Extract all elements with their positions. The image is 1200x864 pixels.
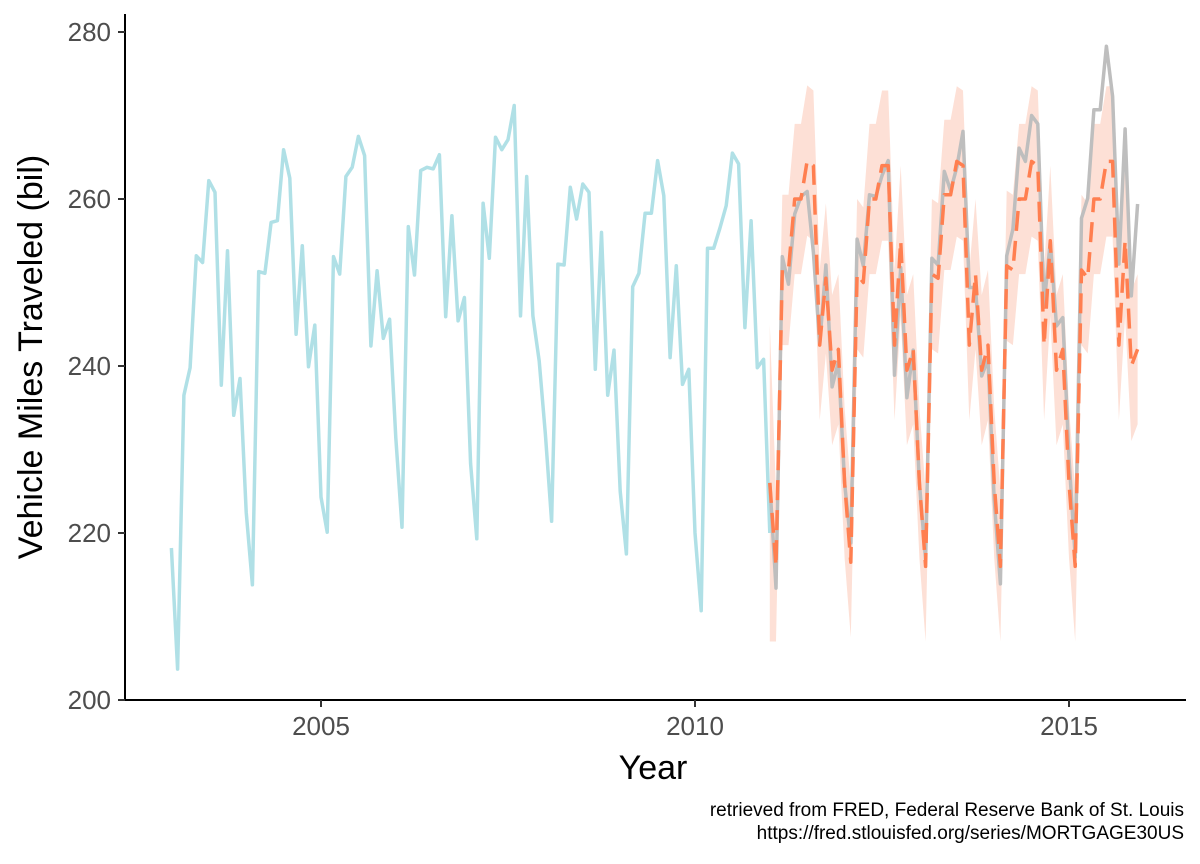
y-tick-label: 240 bbox=[68, 351, 111, 381]
y-axis-title: Vehicle Miles Traveled (bil) bbox=[12, 155, 50, 559]
y-tick-label: 200 bbox=[68, 685, 111, 715]
y-tick-label: 220 bbox=[68, 518, 111, 548]
observed-series-line bbox=[169, 103, 772, 671]
axes bbox=[124, 14, 1186, 701]
x-tick-label: 2015 bbox=[1040, 711, 1098, 741]
y-tick-label: 260 bbox=[68, 184, 111, 214]
x-axis-title: Year bbox=[619, 749, 688, 787]
x-tick-label: 2010 bbox=[666, 711, 724, 741]
forecast-interval-band bbox=[769, 85, 1138, 642]
forecast-series-line bbox=[768, 158, 1140, 569]
ticks: 200 220 240 260 280 2005 2010 2015 bbox=[68, 17, 1098, 741]
source-caption-line1: retrieved from FRED, Federal Reserve Ban… bbox=[709, 800, 1184, 821]
x-tick-label: 2005 bbox=[292, 711, 350, 741]
source-caption-line2: https://fred.stlouisfed.org/series/MORTG… bbox=[756, 823, 1184, 844]
plot-area bbox=[169, 44, 1140, 671]
y-tick-label: 280 bbox=[68, 17, 111, 47]
